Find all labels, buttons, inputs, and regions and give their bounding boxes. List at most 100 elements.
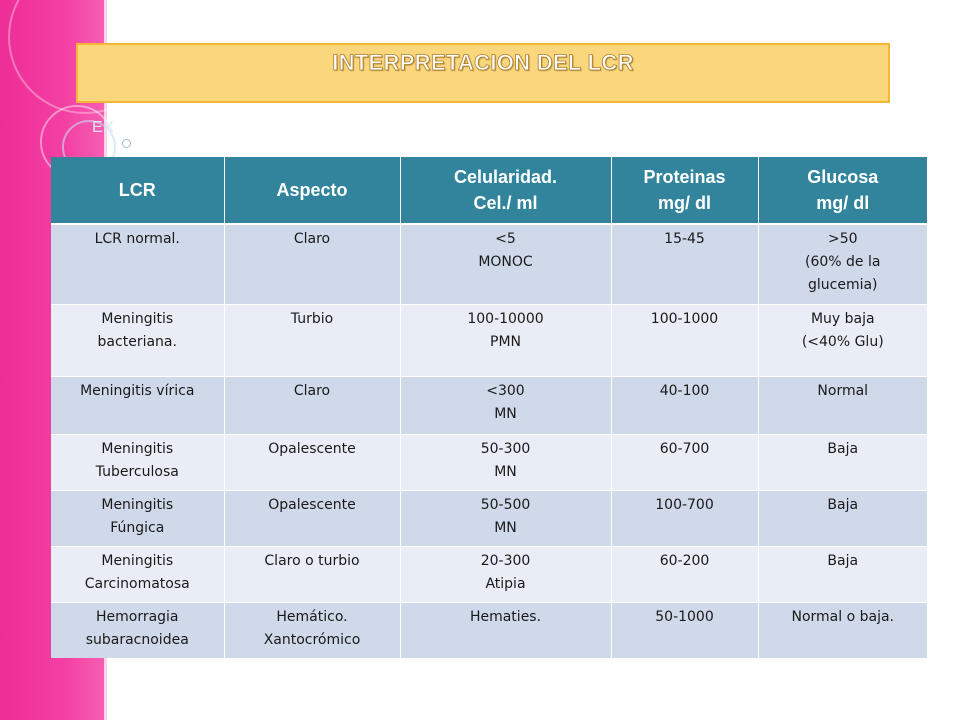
cell-text-line: 15-45 xyxy=(664,231,705,247)
header-text-line: Aspecto xyxy=(276,180,348,200)
cell-text-line: MN xyxy=(494,463,517,480)
cell-text-line: Opalescente xyxy=(268,496,356,513)
table-cell: Hemático. Xantocrómico xyxy=(223,601,400,658)
cell-text-line: bacteriana. xyxy=(97,333,177,350)
table-cell: >50 (60% de la glucemia) xyxy=(757,223,927,304)
cell-text-line: (<40% Glu) xyxy=(801,333,884,350)
cell-text-line: Baja xyxy=(827,496,859,513)
cell-text-line: 50-500 xyxy=(480,496,531,513)
cell-text-line: MN xyxy=(494,519,517,536)
table-cell: Claro xyxy=(223,223,400,304)
cell-text-line: glucemia) xyxy=(807,277,878,293)
table-cell: Meningitis Fúngica xyxy=(51,489,224,546)
table-row: Meningitis Fúngica Opalescente 50-500 MN 100-… xyxy=(51,489,927,546)
table-cell: LCR normal. xyxy=(51,223,224,304)
cell-text-line: <5 xyxy=(495,231,516,247)
table-cell: 15-45 xyxy=(610,223,758,304)
table-cell: 60-700 xyxy=(610,433,758,490)
table-cell: Meningitis Carcinomatosa xyxy=(51,545,224,602)
cell-text-line: MONOC xyxy=(478,254,533,270)
cell-text-line: 60-200 xyxy=(659,552,710,569)
table-cell: Baja xyxy=(757,433,927,490)
cell-text-line: Normal xyxy=(817,382,869,399)
header-text-line: Cel./ ml xyxy=(473,193,538,213)
cell-text-line: LCR normal. xyxy=(94,231,180,247)
table-row: LCR normal. Claro <5 MONOC 15-45 >50 (60% de l… xyxy=(51,223,927,304)
header-text-line: Glucosa xyxy=(807,167,879,187)
table-cell: Opalescente xyxy=(223,489,400,546)
decorative-dot xyxy=(122,139,131,148)
table-cell: Hematies. xyxy=(399,601,611,658)
cell-text-line: Carcinomatosa xyxy=(84,575,190,592)
cell-text-line: Atipia xyxy=(485,575,526,592)
table-cell: Muy baja (<40% Glu) xyxy=(757,303,927,376)
table-cell: 60-200 xyxy=(610,545,758,602)
cell-text-line: Tuberculosa xyxy=(95,463,179,480)
col-header-glucosa: Glucosa mg/ dl xyxy=(757,157,927,225)
table-cell: Normal xyxy=(757,375,927,434)
cell-text-line: 40-100 xyxy=(659,382,710,399)
cell-text-line: Baja xyxy=(827,552,859,569)
cell-text-line: 100-700 xyxy=(655,496,714,513)
table-cell: 20-300 Atipia xyxy=(399,545,611,602)
table-cell: Normal o baja. xyxy=(757,601,927,658)
col-header-proteinas: Proteinas mg/ dl xyxy=(610,157,758,225)
header-text-line: Proteinas xyxy=(643,167,726,187)
table-cell: Claro o turbio xyxy=(223,545,400,602)
cell-text-line: Claro xyxy=(293,382,331,399)
table-cell: Opalescente xyxy=(223,433,400,490)
table-cell: Claro xyxy=(223,375,400,434)
table-row: Meningitis bacteriana. Turbio 100-10000 PMN 1… xyxy=(51,303,927,376)
table-body: LCR normal. Claro <5 MONOC 15-45 >50 (60% de l… xyxy=(51,223,927,658)
cell-text-line: Turbio xyxy=(290,310,334,327)
cell-text-line: 50-300 xyxy=(480,440,531,457)
cell-text-line: 20-300 xyxy=(480,552,531,569)
cell-text-line: Meningitis vírica xyxy=(80,382,195,399)
table-cell: 50-1000 xyxy=(610,601,758,658)
cell-text-line: Fúngica xyxy=(110,519,165,536)
table-cell: 100-10000 PMN xyxy=(399,303,611,376)
header-text-line: LCR xyxy=(118,180,156,200)
cell-text-line: Meningitis xyxy=(101,496,174,513)
table-cell: 100-1000 xyxy=(610,303,758,376)
cell-text-line: Claro o turbio xyxy=(264,552,360,569)
cell-text-line: >50 xyxy=(827,231,858,247)
cell-text-line: Opalescente xyxy=(268,440,356,457)
table-cell: <5 MONOC xyxy=(399,223,611,304)
cell-text-line: 100-10000 xyxy=(467,310,544,327)
lcr-interpretation-table: LCR Aspecto Celularidad. Cel./ ml Proteinas m… xyxy=(51,157,927,658)
partial-body-text: EX xyxy=(92,119,115,136)
cell-text-line: Hemático. xyxy=(276,608,348,625)
table-cell: 100-700 xyxy=(610,489,758,546)
cell-text-line: subaracnoidea xyxy=(85,631,189,648)
table-header-row: LCR Aspecto Celularidad. Cel./ ml Proteinas m… xyxy=(51,157,927,225)
cell-text-line: 50-1000 xyxy=(655,608,714,625)
header-text-line: mg/ dl xyxy=(816,193,870,213)
col-header-lcr: LCR xyxy=(51,157,224,225)
cell-text-line: 100-1000 xyxy=(650,310,719,327)
table-cell: Meningitis vírica xyxy=(51,375,224,434)
cell-text-line: Claro xyxy=(293,231,331,247)
cell-text-line: PMN xyxy=(490,333,521,350)
table-cell: 40-100 xyxy=(610,375,758,434)
table-cell: Baja xyxy=(757,489,927,546)
col-header-aspecto: Aspecto xyxy=(223,157,400,225)
cell-text-line: (60% de la xyxy=(805,254,881,270)
cell-text-line: <300 xyxy=(486,382,525,399)
table-cell: Turbio xyxy=(223,303,400,376)
cell-text-line: Hematies. xyxy=(469,608,542,625)
table-cell: Baja xyxy=(757,545,927,602)
table-cell: Meningitis bacteriana. xyxy=(51,303,224,376)
slide-title: INTERPRETACION DEL LCR xyxy=(332,50,634,76)
cell-text-line: Muy baja xyxy=(810,310,875,327)
table-row: Meningitis vírica Claro <300 MN 40-100 Normal xyxy=(51,375,927,434)
table-cell: 50-300 MN xyxy=(399,433,611,490)
table-row: Meningitis Carcinomatosa Claro o turbio 20-… xyxy=(51,545,927,602)
cell-text-line: Meningitis xyxy=(101,440,174,457)
title-banner: INTERPRETACION DEL LCR xyxy=(76,43,890,103)
table-cell: 50-500 MN xyxy=(399,489,611,546)
table-row: Meningitis Tuberculosa Opalescente 50-300 MN… xyxy=(51,433,927,490)
col-header-celularidad: Celularidad. Cel./ ml xyxy=(399,157,611,225)
table-cell: Hemorragia subaracnoidea xyxy=(51,601,224,658)
header-text-line: mg/ dl xyxy=(658,193,711,213)
